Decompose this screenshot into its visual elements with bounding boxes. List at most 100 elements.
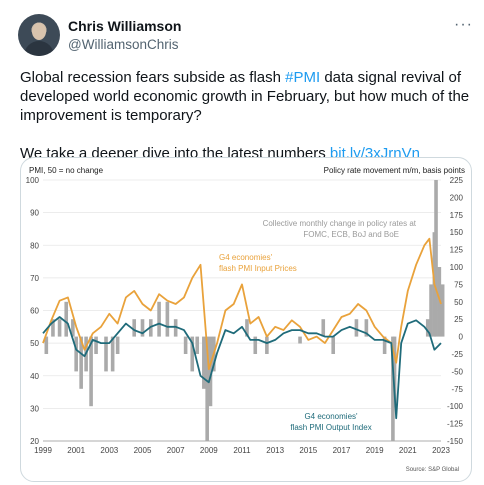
right-tick-label: 125 — [450, 246, 464, 255]
chart-grid — [43, 179, 441, 442]
pmi-chart: 20 30 40 50 60 70 80 90 100 -150 -125 -100 -75 -50 -25… — [26, 166, 465, 473]
tweet-paragraph-1: Global recession fears subside as flash … — [20, 68, 470, 125]
avatar-shoulders — [24, 41, 54, 56]
policy-bar — [79, 336, 83, 389]
x-tick-label: 2017 — [333, 446, 351, 455]
right-tick-label: -125 — [447, 420, 464, 429]
tweet-text-prefix: Global recession fears subside as flash — [20, 69, 286, 86]
right-tick-label: 50 — [454, 298, 463, 307]
right-tick-label: -150 — [447, 437, 464, 446]
policy-bar — [205, 336, 209, 441]
x-tick-label: 2011 — [233, 446, 251, 455]
right-tick-label: 150 — [450, 228, 464, 237]
x-tick-label: 1999 — [34, 446, 52, 455]
output-annotation-line1: G4 economies' — [304, 412, 358, 421]
policy-bar — [354, 319, 359, 337]
policy-bar — [165, 301, 170, 337]
left-tick-label: 80 — [30, 241, 39, 250]
more-options-icon[interactable]: ··· — [454, 16, 473, 33]
policy-bar — [44, 336, 49, 354]
x-tick-label: 2019 — [366, 446, 384, 455]
policy-bar — [298, 336, 302, 344]
tweet-text: Global recession fears subside as flash … — [20, 68, 470, 163]
policy-bar — [429, 284, 433, 337]
right-tick-label: 25 — [454, 315, 463, 324]
left-tick-label: 60 — [30, 307, 39, 316]
x-tick-label: 2023 — [432, 446, 450, 455]
policy-bar — [434, 180, 438, 337]
input-annotation-line2: flash PMI Input Prices — [219, 264, 297, 273]
avatar[interactable] — [18, 14, 60, 56]
policy-bar — [94, 336, 98, 354]
x-tick-label: 2021 — [399, 446, 417, 455]
policy-bar — [190, 336, 195, 372]
policy-bar — [132, 319, 137, 337]
policy-bar — [89, 336, 93, 407]
policy-bar — [425, 319, 430, 337]
policy-bar — [195, 336, 200, 354]
policy-bar — [71, 319, 75, 337]
policy-bar — [64, 301, 69, 337]
left-tick-label: 90 — [30, 209, 39, 218]
pmi-lines — [42, 237, 442, 420]
policy-bar — [202, 336, 206, 389]
right-tick-label: -25 — [451, 350, 463, 359]
left-tick-label: 100 — [26, 176, 40, 185]
author-name[interactable]: Chris Williamson — [68, 18, 182, 34]
right-tick-label: 225 — [450, 176, 464, 185]
policy-bar — [115, 336, 120, 354]
output-index-line — [42, 316, 442, 420]
policy-bar — [321, 319, 326, 337]
policy-bar — [157, 301, 161, 337]
right-tick-label: -75 — [451, 385, 463, 394]
left-tick-label: 30 — [30, 404, 39, 413]
x-tick-label: 2009 — [200, 446, 218, 455]
policy-bar — [253, 336, 258, 354]
right-tick-label: 75 — [454, 280, 463, 289]
axis-ticks: 20 30 40 50 60 70 80 90 100 -150 -125 -100 -75 -50 -25… — [26, 176, 464, 455]
left-tick-label: 70 — [30, 274, 39, 283]
right-tick-label: 175 — [450, 211, 464, 220]
right-tick-label: -50 — [451, 367, 463, 376]
x-tick-label: 2005 — [134, 446, 152, 455]
policy-bar — [104, 336, 108, 372]
policy-bar — [440, 284, 445, 337]
x-tick-label: 2013 — [266, 446, 284, 455]
left-axis-title: PMI, 50 = no change — [29, 166, 104, 175]
policy-bar — [110, 336, 115, 372]
policy-bar — [265, 336, 269, 354]
output-annotation-line2: flash PMI Output Index — [290, 423, 371, 432]
x-tick-label: 2003 — [100, 446, 118, 455]
policy-bar — [173, 319, 178, 337]
policy-bar — [140, 319, 145, 337]
input-annotation-line1: G4 economies' — [219, 253, 273, 262]
left-tick-label: 50 — [30, 339, 39, 348]
policy-bar — [392, 336, 397, 407]
x-tick-label: 2015 — [299, 446, 317, 455]
policy-bar — [364, 319, 369, 337]
policy-bar — [245, 319, 249, 337]
policy-bar — [51, 319, 55, 337]
policy-bar — [57, 319, 62, 337]
policy-annotation-line2: FOMC, ECB, BoJ and BoE — [303, 230, 399, 239]
right-tick-label: -100 — [447, 402, 464, 411]
avatar-face — [32, 23, 46, 40]
x-tick-label: 2001 — [67, 446, 85, 455]
left-tick-label: 20 — [30, 437, 39, 446]
x-tick-label: 2007 — [167, 446, 185, 455]
right-axis-title: Policy rate movement m/m, basis points — [324, 166, 465, 175]
left-tick-label: 40 — [30, 372, 39, 381]
chart-image[interactable]: 20 30 40 50 60 70 80 90 100 -150 -125 -100 -75 -50 -25… — [20, 157, 472, 482]
policy-bar — [382, 336, 387, 354]
source-note: Source: S&P Global — [406, 467, 459, 473]
policy-bar — [74, 336, 78, 372]
policy-bar — [208, 336, 213, 407]
right-tick-label: 200 — [450, 193, 464, 202]
right-tick-label: 100 — [450, 263, 464, 272]
input-prices-line — [42, 237, 442, 371]
author-handle[interactable]: @WilliamsonChris — [68, 37, 179, 52]
policy-rate-bars — [44, 180, 445, 441]
policy-annotation-line1: Collective monthly change in policy rate… — [263, 219, 417, 228]
hashtag-link[interactable]: #PMI — [285, 69, 321, 86]
